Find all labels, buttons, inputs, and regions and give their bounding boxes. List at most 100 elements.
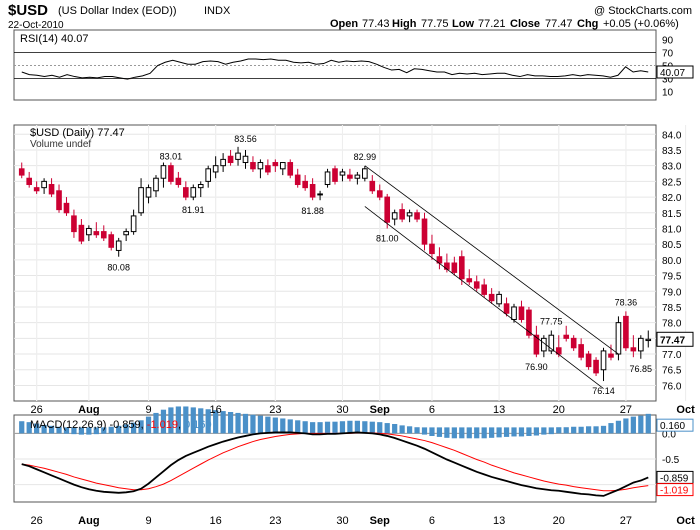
- candle-body: [100, 231, 107, 239]
- candle-body: [26, 177, 33, 186]
- candle-body: [548, 334, 555, 352]
- x-tick-label: 13: [493, 515, 505, 527]
- macd-histogram-bar: [131, 422, 137, 434]
- price-annotation: 76.14: [592, 386, 615, 396]
- candle-body: [33, 187, 40, 192]
- candle-body: [287, 162, 294, 176]
- macd-histogram-bar: [287, 419, 293, 434]
- candle-body: [324, 171, 331, 186]
- macd-histogram-bar: [354, 420, 360, 434]
- candle-body: [56, 190, 62, 211]
- macd-histogram-bar: [138, 420, 144, 434]
- x-tick-label: 9: [145, 404, 151, 416]
- macd-histogram-bar: [250, 414, 256, 434]
- price-tick-label: 83.0: [662, 162, 682, 173]
- candle-body: [615, 322, 622, 355]
- macd-histogram-bar: [78, 427, 85, 435]
- price-annotation: 77.75: [540, 317, 563, 327]
- candle-body: [533, 334, 540, 355]
- candle-body: [369, 180, 376, 192]
- candle-body: [481, 284, 487, 295]
- price-annotation: 81.91: [182, 205, 205, 215]
- x-tick-label: 27: [620, 404, 632, 416]
- macd-histogram-bar: [392, 423, 398, 434]
- candle-body: [593, 359, 599, 374]
- candle-body: [511, 306, 517, 321]
- candle-body: [93, 231, 100, 236]
- macd-histogram-bar: [459, 427, 465, 439]
- macd-histogram-bar: [116, 425, 122, 434]
- open-label: Open: [330, 18, 358, 30]
- x-tick-label: 16: [210, 515, 222, 527]
- macd-signal-line: [21, 432, 649, 492]
- macd-histogram-bar: [496, 427, 502, 438]
- x-tick-label: 27: [620, 515, 632, 527]
- rsi-tick-label: 10: [662, 88, 674, 99]
- price-tick-label: 82.0: [662, 193, 682, 204]
- macd-last-tag: [656, 483, 694, 497]
- chart-date: 22-Oct-2010: [8, 20, 64, 31]
- candle-body: [347, 174, 353, 179]
- x-tick-label: Oct: [676, 404, 695, 416]
- macd-histogram-bar: [220, 411, 226, 434]
- price-tick-label: 78.5: [662, 303, 682, 314]
- price-tick-label: 84.0: [662, 130, 682, 141]
- candle-body: [197, 184, 204, 189]
- low-label: Low: [452, 18, 474, 30]
- candle-body: [153, 177, 159, 192]
- macd-histogram-bar: [48, 425, 55, 434]
- open-value: 77.43: [362, 18, 390, 30]
- macd-tick-label: -0.5: [662, 455, 680, 466]
- macd-histogram-bar: [503, 427, 510, 437]
- macd-histogram-bar: [347, 420, 353, 434]
- macd-histogram-bar: [548, 427, 554, 435]
- macd-histogram-bar: [377, 422, 383, 434]
- macd-histogram-bar: [242, 413, 249, 434]
- macd-histogram-bar: [451, 427, 457, 439]
- candle-body: [332, 168, 338, 182]
- macd-histogram-bar: [444, 427, 450, 438]
- chg-value: +0.05 (+0.06%): [603, 18, 679, 30]
- candle-body: [272, 162, 279, 167]
- macd-histogram-bar: [310, 422, 316, 434]
- candle-body: [630, 347, 637, 352]
- x-tick-label: 30: [336, 404, 348, 416]
- candle-body: [235, 152, 241, 160]
- candle-body: [309, 184, 316, 198]
- macd-histogram-bar: [190, 407, 196, 434]
- macd-histogram-bar: [369, 421, 375, 434]
- candle-body: [138, 187, 144, 214]
- candle-body: [242, 155, 249, 164]
- x-tick-label: 9: [145, 515, 151, 527]
- rsi-line: [21, 58, 649, 80]
- macd-histogram-bar: [608, 423, 614, 434]
- axis-labels: 907050301040.0784.083.583.082.582.081.58…: [31, 36, 696, 528]
- macd-histogram-bar: [399, 425, 405, 434]
- macd-histogram-bar: [19, 421, 25, 434]
- macd-histogram-bar: [34, 423, 40, 434]
- macd-histogram-bar: [526, 427, 532, 436]
- x-tick-label: 23: [269, 404, 281, 416]
- price-last-value: 77.47: [660, 335, 685, 346]
- macd-histogram-bar: [168, 407, 174, 434]
- macd-histogram-bar: [227, 412, 234, 434]
- price-annotation: 78.36: [615, 297, 638, 307]
- symbol-title: $USD: [8, 2, 48, 19]
- price-tick-label: 80.0: [662, 256, 682, 267]
- candle-body: [71, 215, 77, 233]
- macd-histogram-bar: [123, 424, 129, 434]
- price-annotation: 81.00: [376, 233, 399, 243]
- candle-body: [115, 240, 122, 251]
- price-tick-label: 77.0: [662, 350, 682, 361]
- macd-histogram-bar: [429, 427, 435, 436]
- candle-body: [608, 353, 614, 358]
- copyright: @ StockCharts.com: [594, 5, 692, 17]
- macd-tick-label: 0.0: [662, 429, 676, 440]
- macd-histogram-bar: [145, 416, 152, 434]
- macd-histogram-bar: [556, 427, 562, 434]
- candle-body: [384, 196, 391, 223]
- candle-body: [265, 165, 271, 173]
- macd-histogram-bar: [183, 406, 189, 434]
- candle-body: [205, 168, 212, 182]
